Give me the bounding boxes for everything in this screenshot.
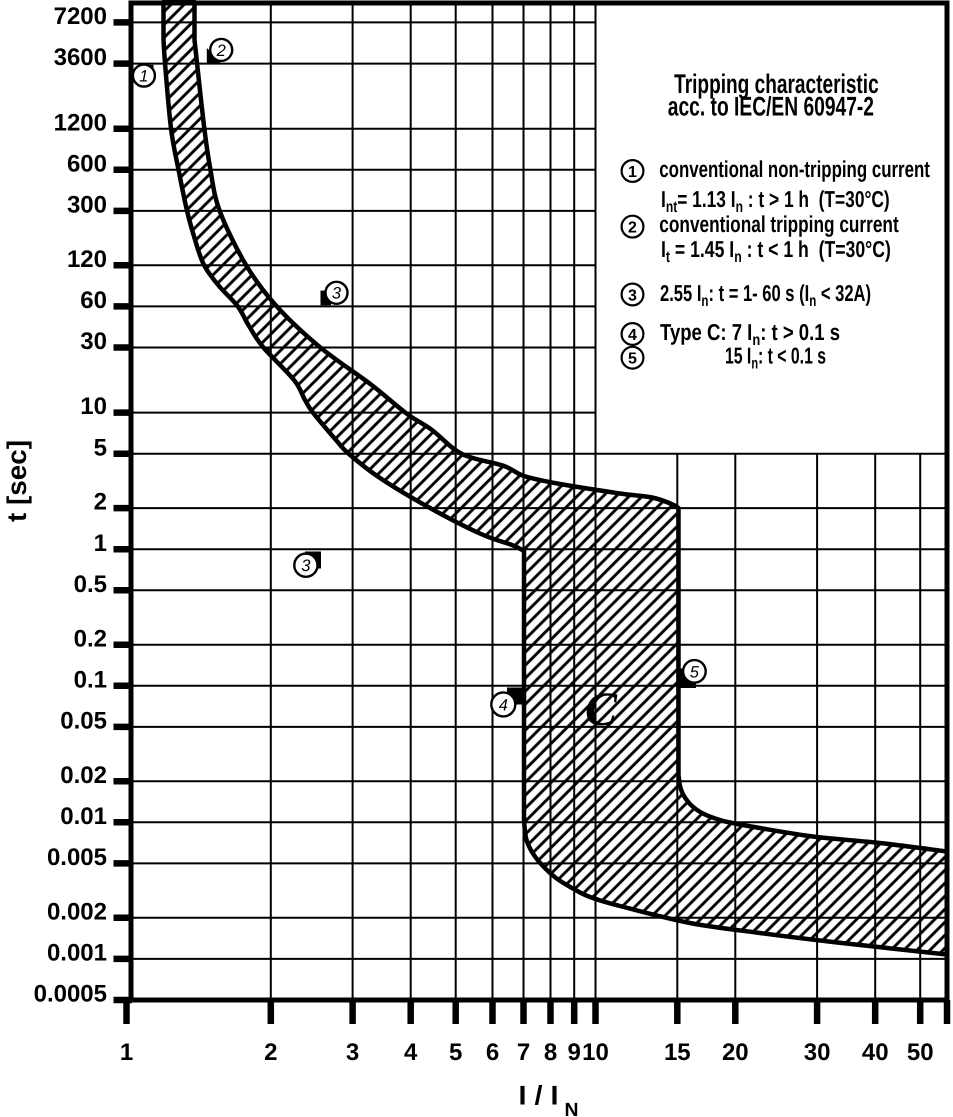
svg-text:2: 2 bbox=[628, 219, 637, 236]
svg-text:60: 60 bbox=[80, 287, 107, 314]
svg-text:0.001: 0.001 bbox=[47, 940, 107, 967]
svg-text:0.1: 0.1 bbox=[74, 666, 107, 693]
svg-text:7: 7 bbox=[517, 1039, 530, 1066]
svg-text:4: 4 bbox=[499, 696, 508, 714]
svg-text:5: 5 bbox=[94, 434, 107, 461]
svg-text:2.55 In: t = 1- 60 s (In < 32A: 2.55 In: t = 1- 60 s (In < 32A) bbox=[660, 280, 871, 310]
svg-text:8: 8 bbox=[544, 1039, 557, 1066]
svg-text:0.5: 0.5 bbox=[74, 571, 107, 598]
svg-text:It = 1.45 In : t < 1 h (T=30°: It = 1.45 In : t < 1 h (T=30°C) bbox=[661, 236, 891, 266]
svg-text:0.0005: 0.0005 bbox=[34, 981, 107, 1008]
svg-text:C: C bbox=[585, 683, 618, 736]
svg-text:30: 30 bbox=[804, 1039, 831, 1066]
svg-text:2: 2 bbox=[94, 489, 107, 516]
svg-text:1: 1 bbox=[94, 530, 107, 557]
svg-text:2: 2 bbox=[216, 42, 226, 60]
svg-text:15: 15 bbox=[664, 1039, 691, 1066]
svg-text:0.05: 0.05 bbox=[60, 708, 107, 735]
svg-text:0.002: 0.002 bbox=[47, 898, 107, 925]
svg-text:Tripping characteristic: Tripping characteristic bbox=[674, 69, 879, 99]
svg-text:4: 4 bbox=[628, 327, 637, 344]
svg-text:0.02: 0.02 bbox=[60, 762, 107, 789]
svg-text:3600: 3600 bbox=[54, 44, 107, 71]
svg-text:1200: 1200 bbox=[54, 109, 107, 136]
svg-text:4: 4 bbox=[404, 1039, 418, 1066]
svg-text:15 In: t < 0.1 s: 15 In: t < 0.1 s bbox=[725, 343, 826, 373]
svg-text:t [sec]: t [sec] bbox=[2, 440, 32, 522]
svg-text:5: 5 bbox=[449, 1039, 462, 1066]
svg-text:1: 1 bbox=[628, 164, 637, 181]
svg-text:conventional tripping current: conventional tripping current bbox=[659, 211, 899, 237]
svg-text:120: 120 bbox=[67, 246, 107, 273]
svg-text:7200: 7200 bbox=[54, 3, 107, 30]
svg-text:5: 5 bbox=[628, 351, 637, 368]
svg-text:600: 600 bbox=[67, 150, 107, 177]
svg-text:6: 6 bbox=[486, 1039, 499, 1066]
svg-text:Type C: 7 In: t > 0.1 s: Type C: 7 In: t > 0.1 s bbox=[660, 319, 840, 349]
svg-text:conventional non-tripping curr: conventional non-tripping current bbox=[659, 156, 930, 182]
svg-text:5: 5 bbox=[690, 663, 700, 681]
svg-text:300: 300 bbox=[67, 192, 107, 219]
svg-text:acc. to IEC/EN 60947-2: acc. to IEC/EN 60947-2 bbox=[668, 92, 874, 122]
svg-text:20: 20 bbox=[722, 1039, 749, 1066]
svg-text:3: 3 bbox=[332, 285, 342, 303]
svg-text:N: N bbox=[565, 1100, 579, 1117]
svg-text:0.2: 0.2 bbox=[74, 625, 107, 652]
svg-text:1: 1 bbox=[139, 68, 148, 86]
svg-text:40: 40 bbox=[862, 1039, 889, 1066]
svg-text:3: 3 bbox=[301, 557, 311, 575]
svg-text:Int= 1.13 In : t > 1 h (T=30°: Int= 1.13 In : t > 1 h (T=30°C) bbox=[661, 186, 890, 216]
svg-text:1: 1 bbox=[120, 1039, 133, 1066]
svg-text:9: 9 bbox=[568, 1039, 581, 1066]
svg-text:I / I: I / I bbox=[519, 1081, 559, 1111]
svg-text:0.005: 0.005 bbox=[47, 844, 107, 871]
svg-text:10: 10 bbox=[80, 393, 107, 420]
svg-text:50: 50 bbox=[907, 1039, 934, 1066]
svg-text:10: 10 bbox=[582, 1039, 609, 1066]
svg-text:3: 3 bbox=[628, 287, 637, 304]
svg-text:2: 2 bbox=[264, 1039, 277, 1066]
svg-text:0.01: 0.01 bbox=[60, 803, 107, 830]
svg-text:30: 30 bbox=[80, 328, 107, 355]
svg-text:3: 3 bbox=[346, 1039, 359, 1066]
